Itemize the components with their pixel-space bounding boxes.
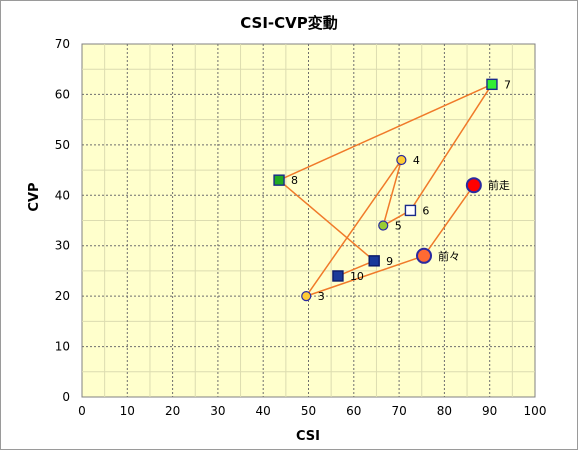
y-tick-label: 10	[55, 340, 70, 354]
marker-8	[273, 174, 285, 186]
chart-title: CSI-CVP変動	[240, 14, 338, 32]
point-label-3: 3	[318, 290, 325, 303]
point-label-10: 10	[350, 270, 364, 283]
marker-前々	[416, 247, 433, 264]
y-axis-title: CVP	[27, 182, 42, 211]
path-segment	[337, 260, 375, 277]
x-tick-label: 0	[78, 404, 86, 418]
marker-3	[301, 291, 312, 302]
point-label-前走: 前走	[488, 178, 510, 192]
y-tick-label: 40	[55, 188, 70, 202]
marker-前走	[465, 177, 482, 194]
y-tick-label: 30	[55, 239, 70, 253]
marker-5	[378, 220, 389, 231]
major-grid	[82, 44, 535, 397]
marker-10	[332, 270, 344, 282]
x-tick-label: 90	[482, 404, 497, 418]
x-tick-label: 10	[120, 404, 135, 418]
x-tick-label: 70	[391, 404, 406, 418]
point-label-9: 9	[386, 255, 393, 268]
path-segment	[423, 184, 475, 257]
y-tick-label: 70	[55, 37, 70, 51]
marker-6	[404, 204, 417, 217]
point-label-8: 8	[291, 174, 298, 187]
path-segment	[305, 255, 425, 297]
x-tick-label: 40	[256, 404, 271, 418]
y-tick-label: 60	[55, 87, 70, 101]
x-axis-title: CSI	[296, 429, 320, 444]
y-tick-label: 50	[55, 138, 70, 152]
path-segment	[278, 83, 493, 181]
path-lines	[278, 83, 493, 297]
minor-grid	[82, 44, 535, 397]
x-tick-label: 30	[210, 404, 225, 418]
y-tick-label: 0	[62, 390, 70, 404]
x-tick-label: 50	[301, 404, 316, 418]
path-segment	[278, 179, 375, 262]
point-label-前々: 前々	[438, 249, 460, 263]
x-tick-label: 20	[165, 404, 180, 418]
marker-4	[396, 154, 407, 166]
path-segment	[305, 159, 402, 297]
y-axis-ticks: 0 10 20 30 40 50 60 70	[55, 37, 70, 404]
x-tick-label: 60	[346, 404, 361, 418]
path-segment	[382, 159, 403, 226]
y-tick-label: 20	[55, 289, 70, 303]
marker-7	[486, 78, 498, 91]
x-axis-ticks: 0 10 20 30 40 50 60 70 80 90 100	[78, 404, 546, 418]
point-label-7: 7	[504, 78, 511, 91]
data-markers	[273, 78, 498, 302]
path-segment	[409, 83, 493, 211]
point-label-5: 5	[395, 220, 402, 233]
point-label-6: 6	[422, 204, 429, 217]
x-tick-label: 100	[524, 404, 547, 418]
x-tick-label: 80	[437, 404, 452, 418]
marker-9	[368, 255, 380, 267]
point-label-4: 4	[413, 154, 420, 167]
